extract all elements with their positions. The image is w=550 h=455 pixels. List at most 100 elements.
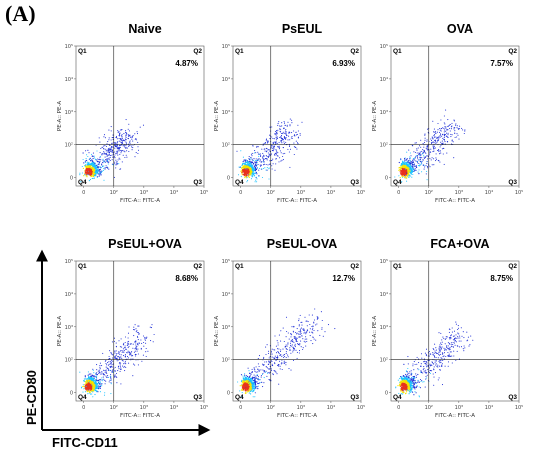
event-dot — [87, 387, 89, 390]
event-dot — [280, 135, 283, 137]
event-dot — [115, 346, 117, 348]
event-dot — [283, 356, 285, 359]
event-dot — [106, 150, 108, 152]
event-dot — [400, 165, 402, 167]
event-dot — [256, 386, 258, 388]
event-dot — [120, 141, 122, 143]
event-dot — [265, 139, 267, 141]
y-tick-label: 10⁴ — [222, 292, 230, 298]
event-dot — [97, 165, 99, 167]
event-dot — [267, 149, 269, 151]
event-dot — [280, 340, 282, 342]
event-dot — [132, 363, 135, 365]
event-dot — [262, 167, 265, 170]
event-dot — [311, 314, 313, 316]
event-dot — [425, 378, 427, 380]
event-dot — [246, 160, 248, 162]
event-dot — [278, 148, 280, 150]
event-dot — [293, 153, 295, 156]
event-dot — [416, 363, 418, 365]
event-dot — [273, 138, 275, 140]
event-dot — [92, 152, 94, 154]
event-dot — [422, 381, 424, 383]
event-dot — [110, 352, 112, 354]
event-dot — [95, 168, 97, 170]
event-dot — [105, 150, 107, 152]
event-dot — [285, 141, 287, 143]
event-dot — [458, 138, 460, 140]
event-dot — [433, 136, 435, 138]
event-dot — [258, 370, 260, 372]
event-dot — [81, 172, 83, 174]
event-dot — [250, 164, 253, 166]
event-dot — [415, 169, 417, 171]
event-dot — [257, 158, 259, 160]
event-dot — [424, 352, 426, 354]
event-dot — [415, 155, 417, 157]
event-dot — [279, 150, 281, 152]
event-dot — [450, 128, 452, 130]
event-dot — [404, 160, 406, 162]
event-dot — [300, 327, 303, 329]
event-dot — [100, 373, 102, 375]
event-dot — [283, 340, 285, 343]
event-dot — [288, 368, 290, 370]
event-dot — [421, 150, 423, 152]
event-dot — [240, 176, 242, 178]
event-dot — [137, 364, 139, 366]
event-dot — [434, 350, 436, 352]
event-dot — [254, 152, 256, 154]
event-dot — [459, 125, 461, 127]
event-dot — [466, 331, 468, 333]
event-dot — [295, 331, 297, 334]
event-dot — [314, 308, 316, 310]
event-dot — [410, 155, 412, 157]
event-dot — [450, 136, 452, 138]
y-tick-label: 0 — [227, 391, 230, 397]
event-dot — [283, 128, 285, 130]
event-dot — [144, 338, 146, 340]
event-dot — [248, 376, 251, 378]
event-dot — [245, 175, 247, 177]
event-dot — [86, 165, 88, 167]
event-dot — [432, 146, 434, 148]
event-dot — [440, 130, 442, 132]
event-dot — [283, 132, 285, 134]
event-dot — [95, 373, 97, 375]
event-dot — [110, 151, 112, 153]
event-dot — [254, 161, 256, 163]
event-dot — [402, 176, 404, 178]
event-dot — [119, 158, 121, 160]
event-dot — [90, 378, 92, 380]
event-dot — [96, 170, 98, 172]
event-dot — [398, 161, 400, 164]
event-dot — [435, 158, 438, 160]
event-dot — [111, 143, 113, 145]
event-dot — [248, 384, 250, 386]
event-dot — [418, 173, 420, 175]
event-dot — [297, 343, 299, 345]
quadrant-label-q3: Q3 — [508, 179, 517, 186]
event-dot — [103, 136, 105, 138]
event-dot — [250, 387, 252, 389]
event-dot — [105, 369, 107, 371]
x-tick-label: 10² — [267, 190, 275, 196]
event-dot — [274, 169, 276, 171]
event-dot — [107, 166, 109, 168]
event-dot — [244, 170, 246, 173]
event-dot — [279, 147, 281, 149]
event-dot — [125, 348, 127, 350]
event-dot — [414, 165, 416, 168]
event-dot — [262, 155, 264, 158]
event-dot — [245, 159, 247, 161]
event-dot — [267, 352, 270, 354]
event-dot — [258, 158, 260, 160]
event-dot — [99, 152, 101, 154]
event-dot — [123, 366, 125, 368]
event-dot — [116, 138, 118, 140]
event-dot — [128, 123, 130, 125]
event-dot — [134, 138, 136, 140]
event-dot — [288, 338, 290, 340]
event-dot — [407, 170, 409, 172]
event-dot — [246, 181, 248, 183]
